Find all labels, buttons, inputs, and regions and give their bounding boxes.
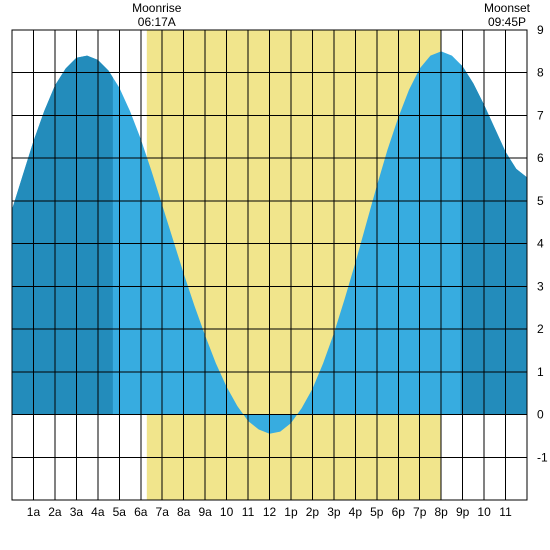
moonset-label: Moonset xyxy=(467,1,547,15)
moonset-block: Moonset 09:45P xyxy=(467,1,547,29)
svg-text:5p: 5p xyxy=(370,505,384,519)
svg-text:7p: 7p xyxy=(413,505,427,519)
svg-text:4: 4 xyxy=(537,237,544,251)
moonset-time: 09:45P xyxy=(467,15,547,29)
svg-text:6: 6 xyxy=(537,151,544,165)
svg-text:8p: 8p xyxy=(434,505,448,519)
moonrise-block: Moonrise 06:17A xyxy=(117,1,197,29)
svg-text:8: 8 xyxy=(537,66,544,80)
svg-text:4a: 4a xyxy=(91,505,105,519)
svg-text:3a: 3a xyxy=(70,505,84,519)
svg-text:0: 0 xyxy=(537,408,544,422)
svg-text:1p: 1p xyxy=(284,505,298,519)
svg-text:1a: 1a xyxy=(27,505,41,519)
svg-text:3: 3 xyxy=(537,279,544,293)
svg-text:-1: -1 xyxy=(537,450,548,464)
svg-text:8a: 8a xyxy=(177,505,191,519)
svg-text:4p: 4p xyxy=(349,505,363,519)
svg-text:9a: 9a xyxy=(198,505,212,519)
svg-text:6p: 6p xyxy=(392,505,406,519)
svg-text:5a: 5a xyxy=(113,505,127,519)
moonrise-time: 06:17A xyxy=(117,15,197,29)
svg-text:6a: 6a xyxy=(134,505,148,519)
svg-text:11: 11 xyxy=(242,505,255,519)
svg-text:7: 7 xyxy=(537,108,544,122)
svg-text:10: 10 xyxy=(220,505,234,519)
tide-chart: Moonrise 06:17A Moonset 09:45P 1a2a3a4a5… xyxy=(0,0,550,550)
svg-text:12: 12 xyxy=(263,505,277,519)
svg-text:3p: 3p xyxy=(327,505,341,519)
svg-text:2p: 2p xyxy=(306,505,320,519)
svg-text:11: 11 xyxy=(499,505,512,519)
svg-text:5: 5 xyxy=(537,194,544,208)
chart-canvas: 1a2a3a4a5a6a7a8a9a1011121p2p3p4p5p6p7p8p… xyxy=(0,0,550,550)
svg-text:2: 2 xyxy=(537,322,544,336)
svg-text:9p: 9p xyxy=(456,505,470,519)
svg-text:7a: 7a xyxy=(156,505,170,519)
svg-text:10: 10 xyxy=(477,505,491,519)
svg-text:1: 1 xyxy=(537,365,544,379)
svg-text:2a: 2a xyxy=(48,505,62,519)
moonrise-label: Moonrise xyxy=(117,1,197,15)
